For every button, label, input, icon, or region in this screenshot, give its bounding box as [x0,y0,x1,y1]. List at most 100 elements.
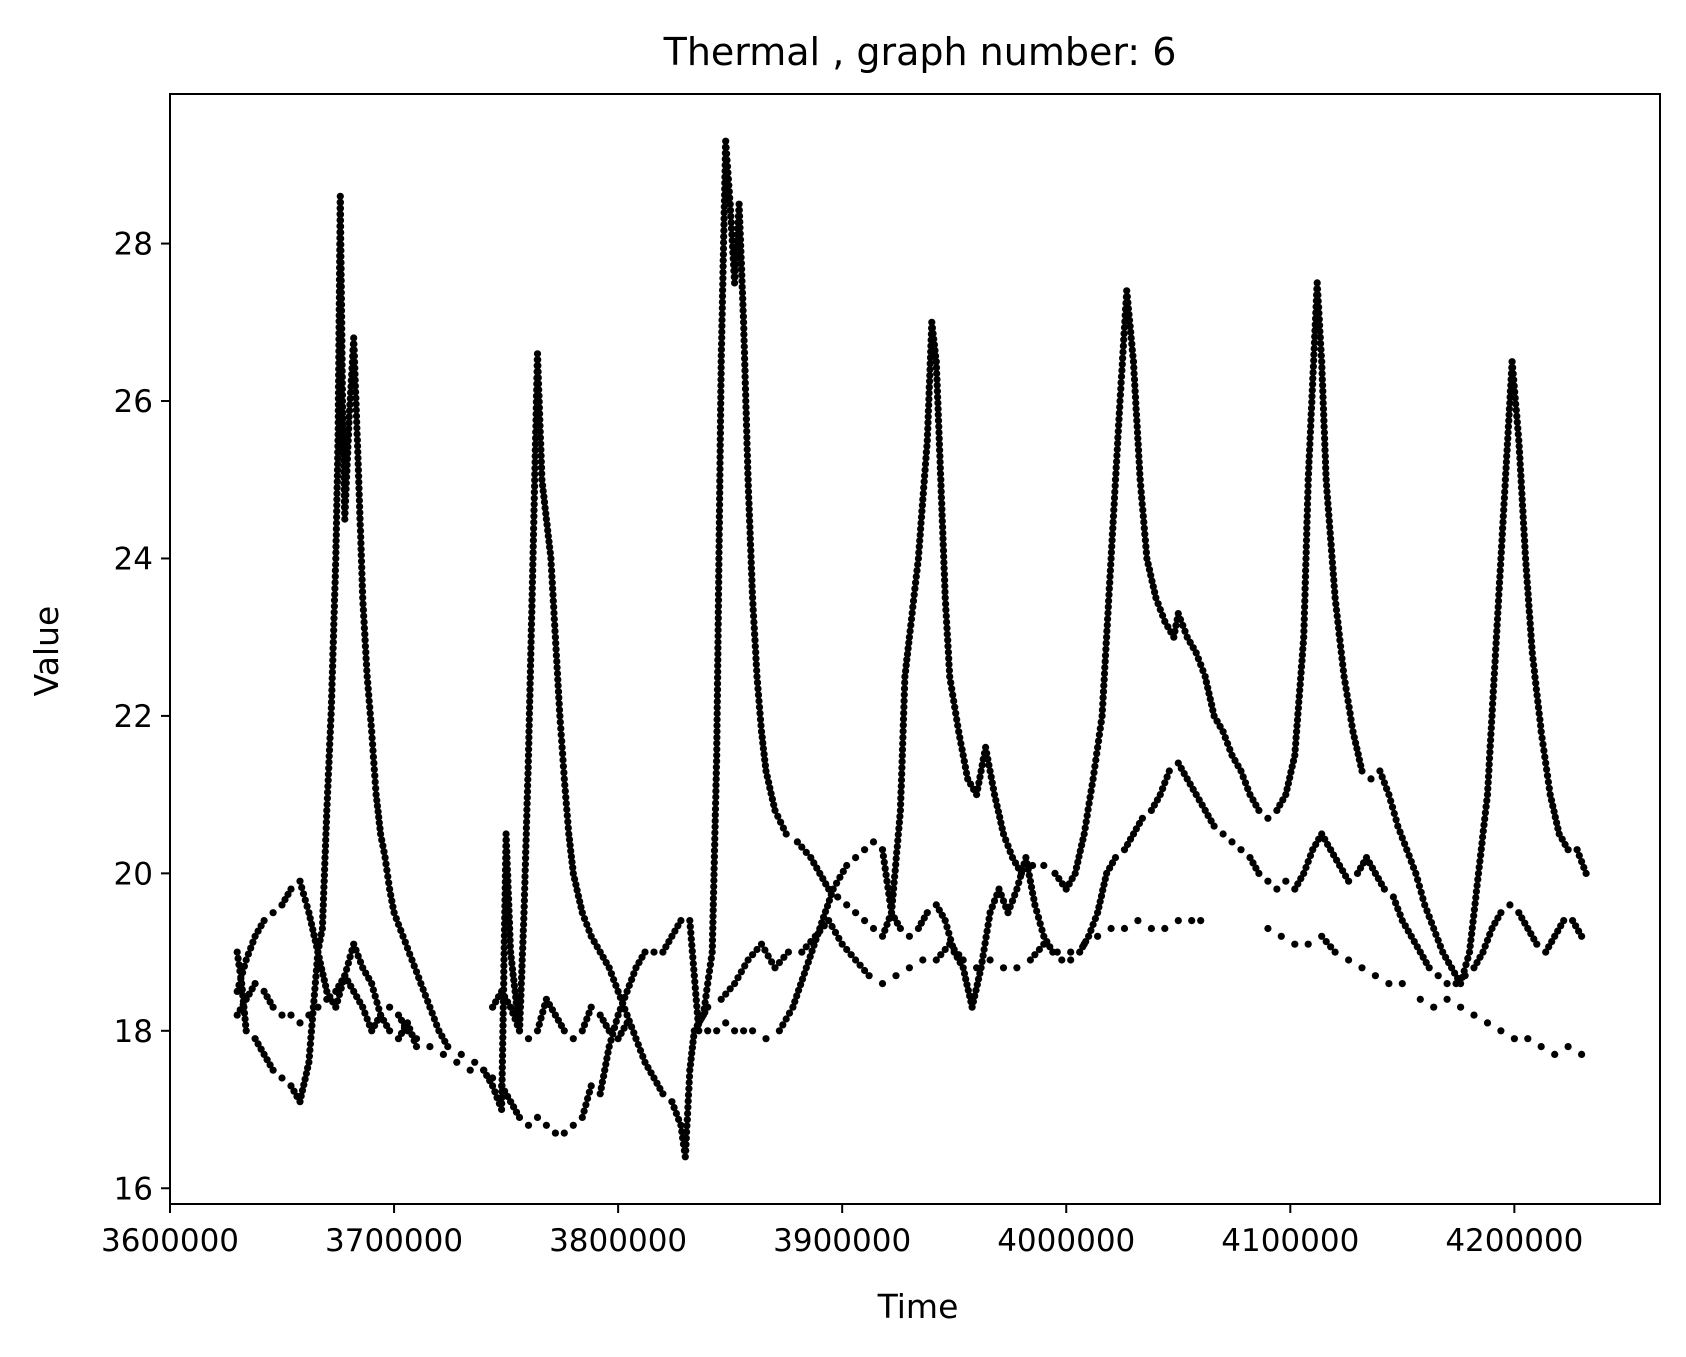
data-point [1126,322,1134,330]
data-point [499,1028,507,1036]
data-point [1100,881,1108,889]
data-point [723,150,731,158]
data-point [1115,421,1123,429]
data-point [1533,940,1541,948]
data-point [394,1035,403,1043]
data-point [1367,775,1375,783]
data-point [777,818,785,826]
data-point [343,461,351,469]
data-point [925,401,933,409]
data-point [1087,926,1095,935]
data-point [797,981,805,989]
data-point [734,974,742,982]
data-point [1172,621,1180,630]
data-point [743,445,751,454]
data-point [377,830,385,838]
data-point [1120,846,1129,854]
data-point [1188,917,1196,925]
data-point [1477,851,1485,859]
y-tick-label: 22 [114,699,153,735]
data-point [918,501,927,509]
data-point [359,1003,367,1011]
data-point [1163,773,1171,781]
data-point [1401,840,1409,848]
data-point [1107,924,1115,933]
data-point [321,848,329,856]
data-point [1087,787,1095,795]
data-point [1202,678,1210,686]
data-point [557,724,565,733]
data-point [719,280,727,288]
data-point [519,932,527,940]
data-point [715,548,723,557]
data-point [761,761,770,770]
data-point [308,1022,316,1030]
data-point [1350,733,1358,741]
data-point [593,943,601,951]
data-point [1482,803,1490,811]
data-point [950,945,958,954]
data-point [1127,328,1135,336]
data-point [715,566,723,575]
data-point [905,964,914,972]
data-point [298,1086,307,1094]
data-point [1436,942,1444,950]
data-point [1347,715,1355,724]
data-point [900,703,908,711]
data-point [1106,567,1114,575]
data-point [704,1027,712,1035]
data-point [269,1066,277,1074]
data-point [1255,869,1263,878]
data-point [1543,772,1552,780]
x-tick-label: 3600000 [101,1223,239,1259]
data-point [1443,995,1451,1003]
data-point [355,496,363,505]
data-point [491,1088,499,1096]
data-point [1302,567,1310,575]
data-point [843,901,851,909]
data-point [1164,623,1172,631]
data-point [793,992,801,1000]
data-point [1102,639,1110,647]
data-point [1542,759,1550,767]
data-point [917,519,925,527]
data-point [881,865,889,873]
data-point [689,1038,697,1046]
data-point [370,759,378,767]
data-point [1336,861,1344,870]
data-point [331,566,339,575]
data-point [1308,392,1316,400]
data-point [569,1035,577,1043]
data-point [336,192,344,200]
data-point [614,987,622,996]
data-point [1314,297,1322,305]
data-point [728,230,736,239]
data-point [705,973,713,981]
data-point [1099,688,1108,696]
data-point [421,991,429,1000]
data-point [1490,682,1498,690]
data-point [1465,948,1474,956]
data-point [811,932,819,940]
data-point [1326,523,1334,531]
data-point [537,446,545,454]
data-point [1301,573,1310,581]
data-point [566,841,574,849]
data-point [489,1082,497,1090]
data-point [966,992,974,1000]
data-point [617,1029,625,1037]
data-point [1349,728,1357,736]
data-point [1401,922,1409,930]
data-point [1011,891,1019,899]
data-point [892,972,900,980]
data-point [1002,836,1010,844]
data-point [749,594,757,602]
data-point [337,259,345,267]
data-point [542,509,550,518]
data-point [260,917,268,925]
data-point [328,686,336,694]
data-point [745,505,753,513]
data-point [960,757,968,765]
data-point [1100,682,1108,690]
